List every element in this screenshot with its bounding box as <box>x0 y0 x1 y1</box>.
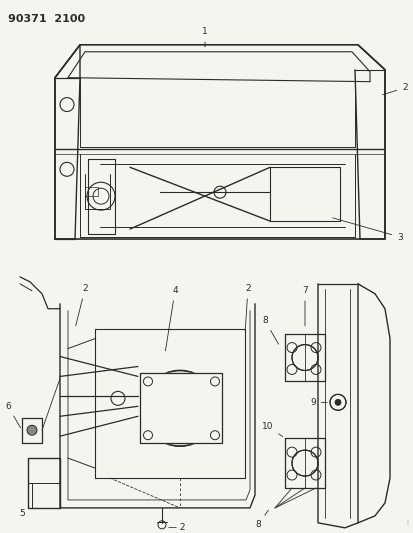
Polygon shape <box>140 374 221 443</box>
Circle shape <box>329 394 345 410</box>
Circle shape <box>304 189 314 199</box>
Text: 2: 2 <box>76 284 88 326</box>
Circle shape <box>171 400 188 416</box>
Circle shape <box>291 450 317 476</box>
Polygon shape <box>88 159 115 234</box>
Polygon shape <box>284 438 324 488</box>
Text: 90371  2100: 90371 2100 <box>8 14 85 24</box>
Polygon shape <box>28 458 60 508</box>
Text: 10: 10 <box>261 422 282 437</box>
Text: 7: 7 <box>301 286 307 326</box>
Text: 3: 3 <box>332 218 402 241</box>
Circle shape <box>142 370 218 446</box>
Circle shape <box>158 386 202 430</box>
Text: 1: 1 <box>202 27 207 47</box>
Circle shape <box>334 399 340 405</box>
Polygon shape <box>354 45 384 239</box>
Polygon shape <box>269 167 339 221</box>
Text: 2: 2 <box>244 284 250 331</box>
Polygon shape <box>95 329 244 478</box>
Text: 8: 8 <box>261 316 278 344</box>
Polygon shape <box>55 45 80 239</box>
Text: i: i <box>405 520 407 526</box>
Circle shape <box>287 172 331 216</box>
Circle shape <box>111 391 125 405</box>
Polygon shape <box>60 304 254 508</box>
Circle shape <box>87 182 115 210</box>
Text: 9: 9 <box>309 398 326 407</box>
Text: 2: 2 <box>382 83 407 95</box>
Polygon shape <box>317 284 357 528</box>
Circle shape <box>27 425 37 435</box>
Polygon shape <box>22 418 42 443</box>
Text: 4: 4 <box>165 286 177 351</box>
Text: 6: 6 <box>5 402 21 428</box>
Text: 8: 8 <box>254 510 268 529</box>
Text: 5: 5 <box>19 510 25 519</box>
Circle shape <box>291 344 317 370</box>
Polygon shape <box>284 334 324 382</box>
Text: — 2: — 2 <box>168 523 185 532</box>
Polygon shape <box>55 45 384 239</box>
